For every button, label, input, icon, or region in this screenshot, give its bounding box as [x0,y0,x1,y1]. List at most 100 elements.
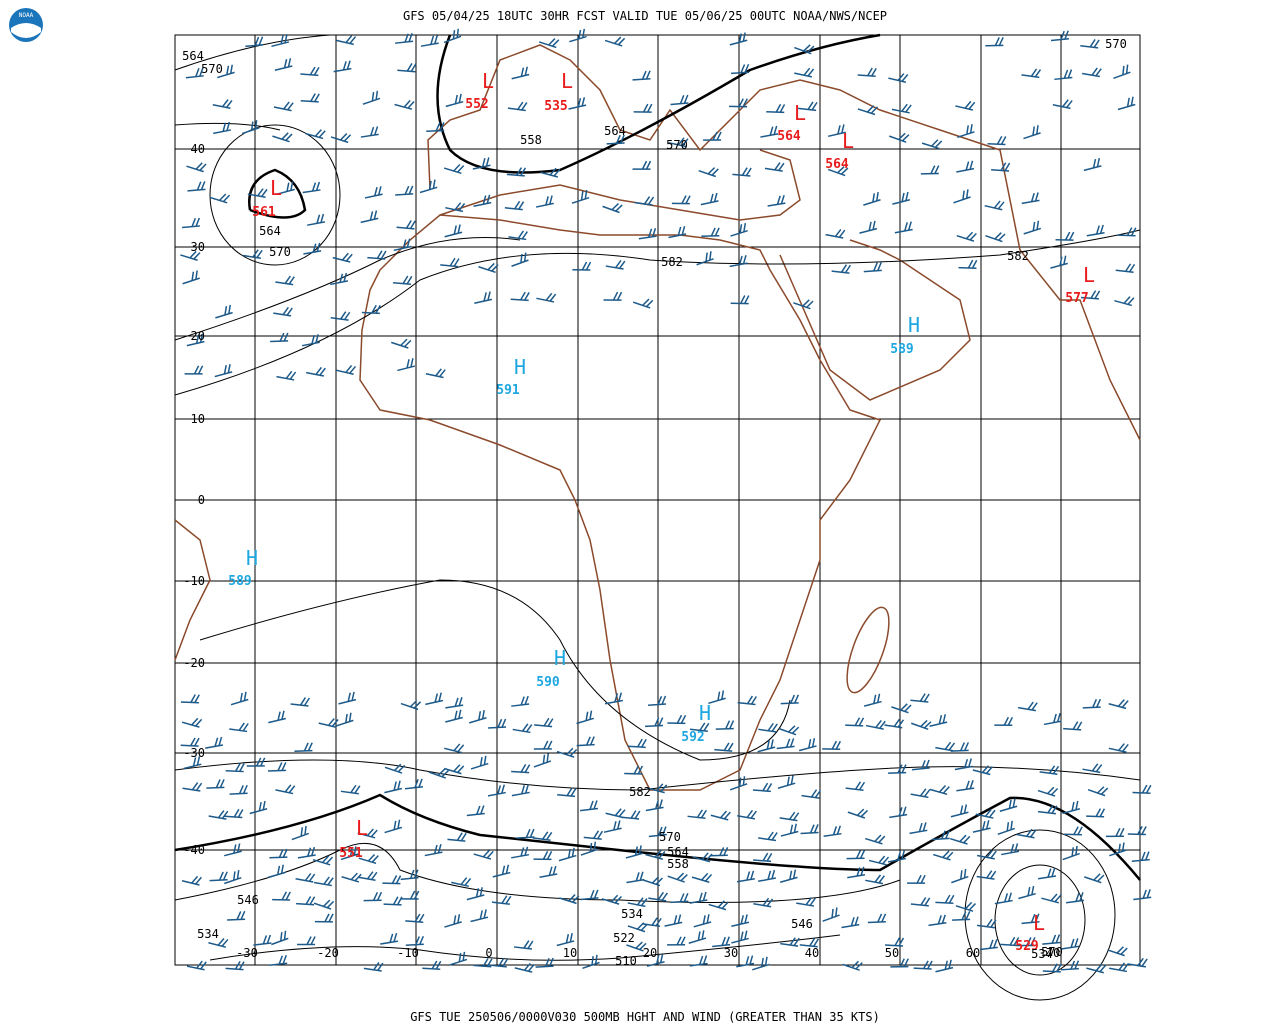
lat-label: 10 [191,412,205,426]
lon-label: 30 [724,946,738,960]
contour-label: 564 [182,49,204,63]
lat-label: -40 [183,843,205,857]
system-symbol: L [482,69,494,93]
barb-shaft [488,727,506,728]
system-symbol: L [270,176,282,200]
barb-shaft [426,130,444,131]
system-symbol: L [561,69,573,93]
contour-label: 558 [520,133,542,147]
contour-label: 582 [1007,249,1029,263]
system-symbol: H [699,701,711,725]
lat-label: 20 [191,329,205,343]
barb-shaft [1118,235,1136,236]
barb-shaft [269,857,287,858]
lon-label: -30 [236,946,258,960]
lat-label: 40 [191,142,205,156]
contour-label: 570 [659,830,681,844]
barb-shaft [1128,834,1146,835]
contour-label: 564 [259,224,281,238]
barb-shaft [268,770,286,771]
barb-shaft [294,751,312,752]
barb-shaft [845,725,863,726]
contour-label: 582 [661,255,683,269]
barb-shaft [1083,707,1101,708]
lon-label: 40 [805,946,819,960]
contour-label: 570 [666,138,688,152]
barb-shaft [781,703,799,704]
contour-label: 510 [615,954,637,968]
footer: GFS TUE 250506/0000V030 500MB HGHT AND W… [410,1010,880,1024]
system-symbol: L [1083,263,1095,287]
barb-shaft [362,313,380,314]
barb-shaft [958,268,976,269]
system-value: 552 [465,97,488,112]
lat-label: 0 [198,493,205,507]
barb-shaft [951,750,969,751]
barb-shaft [766,112,784,113]
contour-label: 558 [667,857,689,871]
barb-shaft [1133,792,1151,793]
contour-label: 570 [269,245,291,259]
lon-label: 20 [643,946,657,960]
contour-label: 570 [1041,945,1063,959]
system-value: 592 [681,730,704,745]
system-value: 589 [228,574,251,589]
barb-shaft [181,702,199,703]
lon-label: -20 [317,946,339,960]
lon-label: 50 [885,946,899,960]
lon-label: 10 [563,946,577,960]
system-symbol: H [908,313,920,337]
system-symbol: L [1033,911,1045,935]
system-value: 591 [496,383,520,398]
lat-label: -20 [183,656,205,670]
barb-shaft [914,968,932,969]
title: GFS 05/04/25 18UTC 30HR FCST VALID TUE 0… [403,9,887,23]
lon-label: 60 [966,946,980,960]
barb-shaft [206,787,224,788]
lon-label: 0 [485,946,492,960]
barb-shaft [801,832,819,833]
barb-shaft [888,773,906,774]
system-symbol: L [356,816,368,840]
barb-shaft [536,966,554,967]
system-value: 535 [544,99,567,114]
system-symbol: H [554,646,566,670]
system-value: 551 [339,846,363,861]
barb-shaft [607,143,625,144]
system-symbol: H [246,546,258,570]
system-value: 564 [777,129,801,144]
contour-label: 570 [1105,37,1127,51]
system-value: 564 [825,157,849,172]
lat-label: -10 [183,574,205,588]
barb-shaft [935,902,953,903]
system-value: 589 [890,342,913,357]
system-symbol: L [842,129,854,153]
barb-shaft [210,880,228,881]
contour-label: 582 [629,785,651,799]
barb-shaft [1086,816,1104,817]
barb-shaft [1043,971,1061,972]
contour-label: 534 [197,927,219,941]
system-symbol: H [514,355,526,379]
contour-label: 546 [791,917,813,931]
barb-shaft [710,855,728,856]
system-value: 577 [1065,291,1088,306]
barb-shaft [645,726,663,727]
contour-label: 546 [237,893,259,907]
contour-label: 564 [604,124,626,138]
barb-shaft [230,793,248,794]
logo-text: NOAA [19,12,34,19]
lat-label: -30 [183,746,205,760]
barb-shaft [384,904,402,905]
contour-label: 534 [621,907,643,921]
lat-label: 30 [191,240,205,254]
system-value: 590 [536,675,560,690]
barb-shaft [227,919,245,920]
barb-shaft [987,144,1005,145]
barb-shaft [270,341,288,342]
contour-label: 522 [613,931,635,945]
barb-shaft [226,771,244,772]
barb-shaft [1064,834,1082,835]
barb-shaft [868,922,886,923]
